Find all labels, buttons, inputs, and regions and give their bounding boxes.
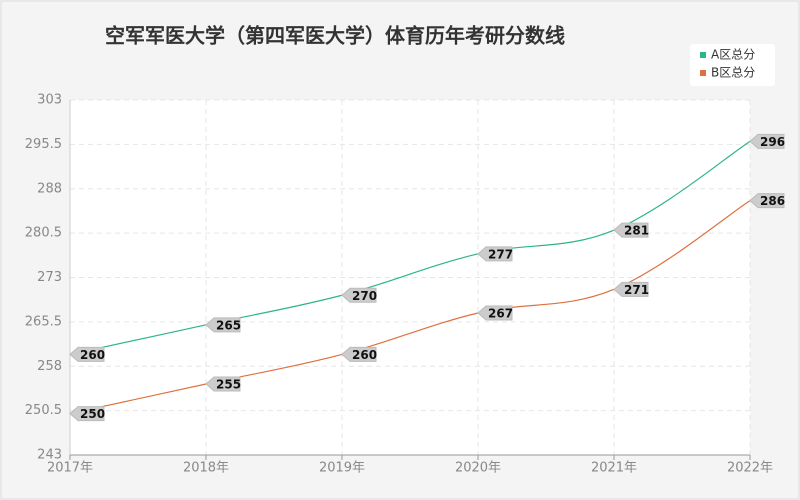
data-label: 277 bbox=[488, 247, 513, 261]
y-tick-label: 303 bbox=[37, 93, 62, 108]
line-series bbox=[69, 200, 751, 415]
legend bbox=[690, 44, 775, 86]
data-label: 286 bbox=[760, 194, 785, 208]
x-tick-label: 2018年 bbox=[183, 461, 229, 476]
data-label: 250 bbox=[80, 407, 105, 421]
data-label-bg bbox=[477, 246, 513, 262]
data-label-bg bbox=[205, 376, 241, 392]
data-label-bg bbox=[69, 406, 105, 422]
data-label: 296 bbox=[760, 135, 785, 149]
x-tick-label: 2019年 bbox=[319, 461, 365, 476]
data-label-bg bbox=[613, 222, 649, 238]
data-label: 255 bbox=[216, 378, 241, 392]
y-tick-label: 280.5 bbox=[25, 226, 62, 241]
chart-title: 空军军医大学（第四军医大学）体育历年考研分数线 bbox=[105, 24, 565, 48]
data-label: 270 bbox=[352, 289, 377, 303]
data-label: 265 bbox=[216, 318, 241, 332]
y-tick-label: 265.5 bbox=[25, 314, 62, 329]
legend-label: B区总分 bbox=[711, 66, 755, 80]
y-tick-label: 243 bbox=[37, 448, 62, 463]
data-label-bg bbox=[341, 287, 377, 303]
data-label-bg bbox=[749, 193, 785, 209]
y-tick-label: 295.5 bbox=[25, 137, 62, 152]
y-tick-label: 288 bbox=[37, 181, 62, 196]
plot-area bbox=[70, 100, 750, 455]
y-tick-label: 273 bbox=[37, 270, 62, 285]
data-label: 260 bbox=[352, 348, 377, 362]
line-series bbox=[69, 140, 751, 356]
y-tick-label: 250.5 bbox=[25, 403, 62, 418]
x-tick-label: 2020年 bbox=[455, 461, 501, 476]
data-label-bg bbox=[341, 346, 377, 362]
legend-swatch bbox=[700, 52, 706, 58]
y-tick-label: 258 bbox=[37, 359, 62, 374]
legend-swatch bbox=[700, 70, 706, 76]
x-tick-label: 2022年 bbox=[727, 461, 773, 476]
x-tick-label: 2017年 bbox=[47, 461, 93, 476]
x-tick-label: 2021年 bbox=[591, 461, 637, 476]
data-label-bg bbox=[613, 281, 649, 297]
legend-label: A区总分 bbox=[711, 48, 755, 62]
data-label: 271 bbox=[624, 283, 649, 297]
data-label: 267 bbox=[488, 307, 513, 321]
data-label: 281 bbox=[624, 224, 649, 238]
data-label: 260 bbox=[80, 348, 105, 362]
data-label-bg bbox=[69, 346, 105, 362]
data-label-bg bbox=[205, 317, 241, 333]
data-label-bg bbox=[477, 305, 513, 321]
data-label-bg bbox=[749, 133, 785, 149]
